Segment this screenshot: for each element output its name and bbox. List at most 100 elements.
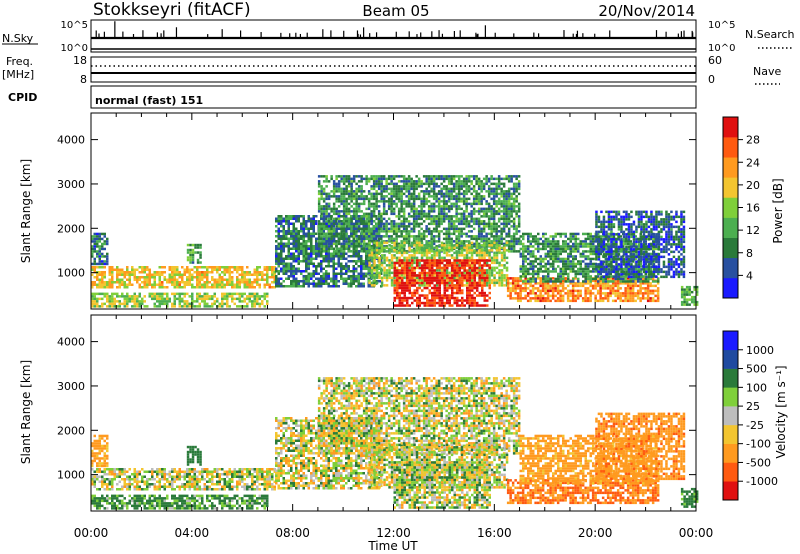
power-cell [401,279,404,282]
power-cell [186,300,189,303]
power-cell [367,177,371,181]
power-cell [418,286,421,290]
power-cell [395,259,399,262]
power-cell [493,246,496,250]
power-cell [280,255,283,258]
power-cell [468,256,471,260]
power-cell [297,280,300,283]
power-cell [342,247,346,251]
power-cell [350,245,353,248]
power-cell [447,237,451,241]
power-cell [467,202,471,206]
power-cell [347,247,351,251]
power-cell [345,212,348,216]
power-cell [418,264,421,267]
power-cell [415,244,419,247]
power-cell [111,271,114,274]
power-cell [420,215,423,218]
power-cell [317,207,321,211]
power-cell [370,271,374,275]
power-cell [131,271,134,274]
power-cell [442,210,446,213]
power-cell [158,283,161,286]
power-cell [327,205,331,208]
power-cell [397,195,401,198]
power-cell [143,281,146,284]
power-cell [430,180,433,183]
power-cell [98,245,101,248]
power-cell [292,242,295,245]
power-cell [347,202,351,206]
power-cell [370,246,374,250]
power-cell [365,227,368,231]
power-cell [490,259,494,262]
power-cell [337,260,340,263]
power-cell [536,294,540,298]
power-cell [405,251,409,255]
power-cell [153,278,156,281]
power-cell [483,264,486,267]
power-cell [251,281,254,284]
power-cell [91,252,94,256]
power-cell [332,252,335,255]
power-cell [536,289,540,293]
power-cell [375,235,378,238]
power-cell [335,227,338,231]
power-cell [377,217,381,221]
power-cell [357,250,361,253]
power-cell [98,252,101,256]
power-cell [433,286,436,290]
power-cell [315,255,318,258]
power-cell [456,304,459,307]
power-cell [498,284,501,287]
power-cell [196,295,199,298]
power-cell [452,232,456,236]
power-cell [146,266,149,269]
power-cell [448,296,451,300]
power-cell [517,215,521,218]
power-cell [93,292,96,296]
power-cell [347,237,351,241]
power-cell [510,220,513,223]
power-cell [481,266,484,270]
power-cell [312,270,315,273]
power-cell [539,294,542,298]
power-cell [315,237,318,240]
power-cell [422,237,426,241]
power-cell [330,217,333,220]
power-cell [460,207,463,211]
power-cell [412,212,416,216]
power-cell [385,200,388,203]
power-cell [370,264,374,267]
power-cell [292,237,295,240]
power-cell [477,212,481,216]
power-cell [433,276,436,280]
power-cell [357,205,361,208]
power-cell [357,222,360,225]
power-cell [335,235,338,238]
power-cell [176,273,179,276]
power-cell [223,283,226,286]
power-cell [490,241,494,245]
power-cell [297,215,300,218]
power-cell [258,273,261,276]
power-cell [153,273,156,276]
power-cell [426,286,429,290]
power-cell [360,267,363,270]
power-cell [352,260,355,263]
power-cell [178,273,181,276]
power-cell [350,185,353,188]
power-cell [495,246,499,250]
power-cell [258,286,261,289]
power-cell [482,210,486,213]
power-cell [158,278,161,281]
power-cell [536,282,540,285]
power-cell [427,210,431,213]
power-cell [420,284,424,287]
power-cell [447,222,451,226]
power-cell [510,225,513,228]
power-cell [423,276,426,280]
power-cell [317,245,321,248]
power-cell [455,195,458,198]
power-cell [201,300,204,303]
